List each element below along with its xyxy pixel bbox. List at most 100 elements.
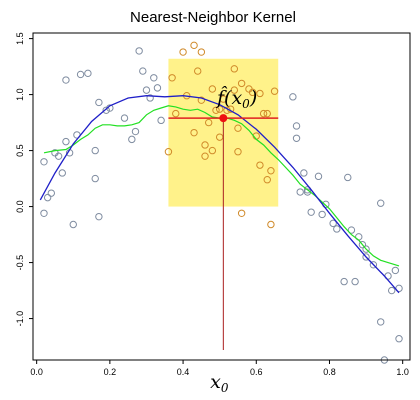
x-tick-label-0: 0.0 <box>30 367 43 377</box>
x-tick-label-3: 0.6 <box>250 367 263 377</box>
data-point-58 <box>391 266 400 275</box>
data-point-32 <box>292 134 301 142</box>
data-point-30 <box>289 93 297 101</box>
neighbor-point-0 <box>164 148 173 156</box>
neighbor-point-15 <box>215 105 224 113</box>
data-point-20 <box>120 114 129 122</box>
data-point-29 <box>157 116 165 125</box>
data-point-1 <box>43 193 52 202</box>
data-point-21 <box>128 135 136 144</box>
fhat-close: ) <box>249 87 257 109</box>
data-point-25 <box>142 86 151 94</box>
data-point-48 <box>369 261 378 269</box>
estimate-point <box>219 114 228 123</box>
y-tick-label-5: 1.5 <box>15 32 25 45</box>
data-point-27 <box>150 74 158 82</box>
neighbor-point-37 <box>208 146 217 155</box>
data-point-22 <box>131 127 140 136</box>
true-function-line <box>39 95 400 294</box>
y-tick-label-4: 1.0 <box>15 88 25 101</box>
neighbor-point-26 <box>248 88 257 97</box>
neighbor-point-1 <box>168 74 176 82</box>
neighbor-point-31 <box>263 109 271 118</box>
neighbor-point-32 <box>263 176 271 184</box>
x-tick-label-2: 0.4 <box>177 367 190 377</box>
data-point-38 <box>318 210 326 219</box>
x0-annotation: x0 <box>210 371 229 395</box>
data-point-31 <box>292 122 301 130</box>
x-tick-label-4: 0.8 <box>323 367 336 377</box>
data-point-55 <box>395 335 403 343</box>
neighbor-point-30 <box>259 109 268 118</box>
neighbor-point-21 <box>234 124 242 132</box>
data-point-12 <box>76 70 85 79</box>
neighbor-point-29 <box>256 161 264 169</box>
y-tick-label-1: -0.5 <box>15 255 25 271</box>
data-point-3 <box>47 189 56 197</box>
neighbor-point-12 <box>204 118 213 127</box>
data-point-43 <box>344 173 352 182</box>
neighbor-point-22 <box>234 148 242 156</box>
data-point-50 <box>377 318 385 326</box>
neighbor-point-33 <box>267 167 275 175</box>
neighbor-point-2 <box>172 109 180 118</box>
neighbor-point-19 <box>230 65 239 73</box>
data-point-46 <box>358 240 367 249</box>
data-point-2 <box>40 158 48 166</box>
data-point-26 <box>146 94 154 102</box>
fhat-annotation: f̂(x0) <box>215 86 257 111</box>
data-point-23 <box>135 47 143 55</box>
data-point-10 <box>69 220 77 229</box>
neighbor-point-5 <box>190 41 198 50</box>
data-point-5 <box>54 152 63 160</box>
data-point-53 <box>387 286 396 295</box>
data-point-9 <box>62 76 70 84</box>
fhat-subscript: 0 <box>242 97 250 111</box>
data-point-28 <box>153 84 162 92</box>
data-point-6 <box>58 169 66 177</box>
y-tick-label-0: -1.0 <box>15 311 25 327</box>
neighbor-point-13 <box>208 85 217 93</box>
data-point-18 <box>102 106 110 114</box>
x-tick-label-1: 0.2 <box>104 367 117 377</box>
data-point-42 <box>340 277 348 286</box>
data-point-47 <box>362 253 370 261</box>
data-point-41 <box>333 225 341 233</box>
neighbor-point-35 <box>270 87 279 95</box>
data-point-13 <box>84 69 92 78</box>
neighbor-point-10 <box>201 141 209 149</box>
data-point-57 <box>347 226 356 234</box>
data-point-34 <box>300 169 308 177</box>
neighbor-point-11 <box>201 152 209 160</box>
neighbor-point-3 <box>179 48 187 56</box>
neighbor-point-28 <box>256 89 264 98</box>
data-point-7 <box>62 137 70 146</box>
neighbor-point-9 <box>197 48 206 56</box>
axes-frame <box>32 32 411 361</box>
y-tick-label-3: 0.5 <box>15 144 25 157</box>
neighbor-point-20 <box>230 86 239 94</box>
x0-subscript: 0 <box>221 381 229 395</box>
data-point-44 <box>351 277 359 286</box>
neighbor-point-6 <box>190 128 198 137</box>
neighbor-point-16 <box>219 95 228 103</box>
fhat-label: f̂(x <box>215 86 242 109</box>
data-point-56 <box>362 245 370 253</box>
data-point-17 <box>95 212 103 221</box>
neighbor-point-34 <box>267 220 275 229</box>
y-tick-label-2: 0.0 <box>15 200 25 213</box>
neighbor-point-7 <box>194 67 202 75</box>
neighbor-point-23 <box>237 79 246 88</box>
data-point-14 <box>91 174 99 183</box>
chart-title: Nearest-Neighbor Kernel <box>130 9 296 26</box>
neighbor-point-14 <box>212 106 220 114</box>
x-tick-label-5: 1.0 <box>396 367 409 377</box>
data-point-33 <box>296 188 304 196</box>
plot-area: 0.0 0.2 0.4 0.6 0.8 1.0 -1.0 -0.5 0.0 0.5 1.0 1.5 f̂… <box>15 32 411 395</box>
data-point-16 <box>95 98 103 107</box>
x0-label: x <box>210 371 221 393</box>
data-point-49 <box>377 199 385 207</box>
neighbor-point-24 <box>237 209 246 217</box>
data-point-0 <box>40 209 48 217</box>
